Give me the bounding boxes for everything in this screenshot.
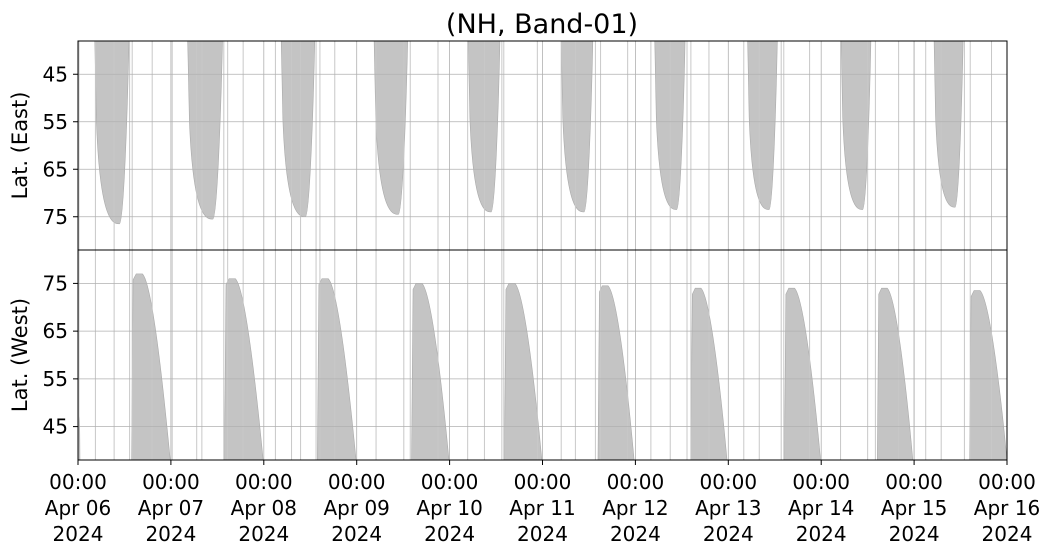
panel-east: 45 55 65 75 Lat. (East) — [8, 40, 1008, 251]
x-tick-label: 00:00 Apr 16 2024 — [974, 470, 1040, 546]
x-tick-label-line: 2024 — [517, 522, 568, 546]
x-tick-label: 00:00 Apr 14 2024 — [788, 470, 854, 546]
coverage-west-8 — [784, 287, 821, 461]
grid-west — [77, 250, 1008, 460]
x-tick-label-line: 00:00 — [699, 470, 757, 494]
x-tick-label-line: 00:00 — [607, 470, 665, 494]
x-tick-label-line: Apr 15 — [881, 496, 947, 520]
x-tick-label-line: Apr 11 — [509, 496, 575, 520]
coverage-west-6 — [597, 285, 635, 461]
x-tick-label-line: 2024 — [610, 522, 661, 546]
y-tick-label-west: 75 — [43, 271, 68, 295]
coverage-east-1 — [94, 40, 130, 225]
x-tick-label-line: Apr 08 — [231, 496, 297, 520]
coverage-east-8 — [747, 40, 778, 210]
coverage-west-5 — [504, 283, 543, 461]
y-tick-label-east: 55 — [43, 110, 68, 134]
x-tick-label-line: Apr 13 — [695, 496, 761, 520]
coverage-group-east — [94, 40, 964, 225]
x-tick-label: 00:00 Apr 12 2024 — [602, 470, 668, 546]
x-tick-label-line: Apr 06 — [45, 496, 111, 520]
coverage-west-2 — [224, 278, 264, 461]
scatter-columns-west — [78, 250, 993, 460]
coverage-west-3 — [317, 278, 357, 461]
x-tick-label-line: 00:00 — [142, 470, 200, 494]
x-tick-label-line: 00:00 — [328, 470, 386, 494]
x-tick-label-line: Apr 16 — [974, 496, 1040, 520]
x-tick-label: 00:00 Apr 15 2024 — [881, 470, 947, 546]
x-tick-label: 00:00 Apr 09 2024 — [323, 470, 389, 546]
coverage-west-4 — [411, 283, 450, 461]
coverage-west-10 — [969, 290, 1008, 461]
x-tick-label-line: 00:00 — [792, 470, 850, 494]
x-tick-label-line: 2024 — [982, 522, 1033, 546]
chart-title: (NH, Band-01) — [446, 9, 638, 40]
x-tick-label: 00:00 Apr 10 2024 — [416, 470, 482, 546]
x-tick-label-line: 2024 — [796, 522, 847, 546]
x-tick-label: 00:00 Apr 06 2024 — [45, 470, 111, 546]
y-tick-label-east: 75 — [43, 205, 68, 229]
coverage-east-10 — [933, 40, 964, 208]
x-tick-label-line: Apr 09 — [323, 496, 389, 520]
x-tick-label-line: 2024 — [703, 522, 754, 546]
coverage-west-1 — [131, 273, 171, 461]
y-tick-label-east: 65 — [43, 157, 68, 181]
panel-west: 45 55 65 75 Lat. (West) — [8, 249, 1008, 461]
x-tick-label: 00:00 Apr 13 2024 — [695, 470, 761, 546]
plot-area: 45 55 65 75 Lat. (East) 45 55 65 75 Lat. (West) 00… — [8, 40, 1040, 546]
x-tick-label: 00:00 Apr 11 2024 — [509, 470, 575, 546]
x-tick-label-line: 2024 — [238, 522, 289, 546]
x-tick-label-line: Apr 14 — [788, 496, 854, 520]
y-tick-label-west: 55 — [43, 367, 68, 391]
scatter-columns-east — [78, 41, 993, 250]
x-tick-label-line: 2024 — [331, 522, 382, 546]
coverage-east-6 — [560, 40, 594, 213]
x-tick-label-line: 00:00 — [978, 470, 1036, 494]
x-tick-label-line: 2024 — [145, 522, 196, 546]
y-tick-label-west: 65 — [43, 319, 68, 343]
x-tick-label-line: Apr 12 — [602, 496, 668, 520]
y-axis-label-east: Lat. (East) — [8, 92, 32, 200]
x-tick-label-line: 00:00 — [885, 470, 943, 494]
x-tick-label-line: Apr 10 — [416, 496, 482, 520]
coverage-east-3 — [280, 40, 316, 218]
y-tick-label-east: 45 — [43, 62, 68, 86]
x-tick-label: 00:00 Apr 07 2024 — [138, 470, 204, 546]
y-tick-label-west: 45 — [43, 415, 68, 439]
x-tick-label: 00:00 Apr 08 2024 — [231, 470, 297, 546]
coverage-east-9 — [840, 40, 872, 210]
x-tick-label-line: 2024 — [889, 522, 940, 546]
x-tick-label-line: 00:00 — [421, 470, 479, 494]
x-tick-label-line: 00:00 — [235, 470, 293, 494]
coverage-west-9 — [877, 287, 914, 461]
coverage-east-2 — [187, 40, 223, 220]
x-tick-label-line: 00:00 — [49, 470, 107, 494]
x-tick-label-line: 2024 — [53, 522, 104, 546]
x-tick-label-line: 00:00 — [514, 470, 572, 494]
x-tick-label-line: Apr 07 — [138, 496, 204, 520]
y-axis-label-west: Lat. (West) — [8, 298, 32, 412]
coverage-east-4 — [373, 40, 408, 215]
x-tick-label-line: 2024 — [424, 522, 475, 546]
